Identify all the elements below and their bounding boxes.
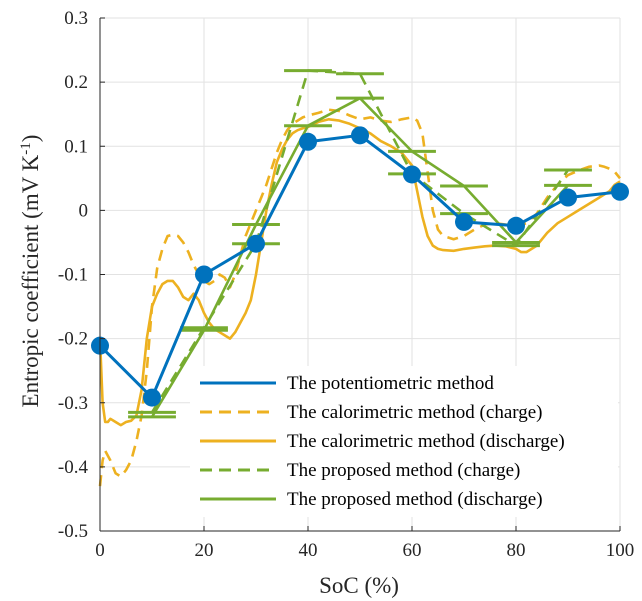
plot-area	[91, 69, 629, 487]
x-tick-label: 20	[195, 540, 214, 561]
y-tick-label: 0.2	[64, 72, 88, 93]
y-tick-label: -0.2	[58, 329, 88, 350]
calorimetric-charge-line	[98, 108, 622, 487]
y-axis-title-close: )	[18, 135, 43, 143]
y-tick-label: 0	[79, 200, 89, 221]
y-tick-label: -0.1	[58, 265, 88, 286]
x-tick-label: 80	[507, 540, 526, 561]
potentiometric-point	[299, 132, 317, 151]
potentiometric-point	[195, 265, 213, 284]
legend-label: The calorimetric method (charge)	[287, 402, 543, 423]
potentiometric-point	[507, 216, 525, 235]
y-tick-label: -0.4	[58, 457, 89, 478]
potentiometric-point	[611, 182, 629, 201]
x-axis-title: SoC (%)	[319, 573, 399, 598]
proposed-charge-line	[150, 69, 570, 414]
y-axis-title-main: Entropic coefficient (mV K	[18, 154, 43, 407]
potentiometric-point	[143, 388, 161, 407]
x-tick-label: 40	[299, 540, 318, 561]
axes	[99, 17, 621, 532]
y-tick-label: 0.1	[64, 136, 88, 157]
y-axis-title-superscript: -1	[18, 142, 34, 155]
legend-label: The proposed method (discharge)	[287, 489, 543, 510]
potentiometric-point	[559, 188, 577, 207]
legend-label: The calorimetric method (discharge)	[287, 431, 565, 452]
legend-label: The proposed method (charge)	[287, 460, 520, 481]
x-tick-label: 100	[606, 540, 635, 561]
x-tick-label: 60	[403, 540, 422, 561]
potentiometric-point	[403, 165, 421, 184]
tick-labels: 0 20 40 60 80 100 -0.5 -0.4 -0.3 -0.2 -0.1 0 0.1 0.2 0…	[58, 8, 634, 561]
y-tick-label: -0.5	[58, 521, 88, 542]
legend: The potentiometric method The calorimetri…	[190, 366, 618, 517]
y-tick-label: -0.3	[58, 393, 88, 414]
legend-label: The potentiometric method	[287, 373, 494, 394]
potentiometric-point	[247, 234, 265, 253]
y-axis-title: Entropic coefficient (mV K-1)	[18, 135, 43, 408]
potentiometric-point	[351, 126, 369, 145]
y-tick-label: 0.3	[64, 8, 88, 29]
x-tick-label: 0	[95, 540, 105, 561]
grid-lines	[99, 17, 621, 532]
potentiometric-point	[455, 212, 473, 231]
